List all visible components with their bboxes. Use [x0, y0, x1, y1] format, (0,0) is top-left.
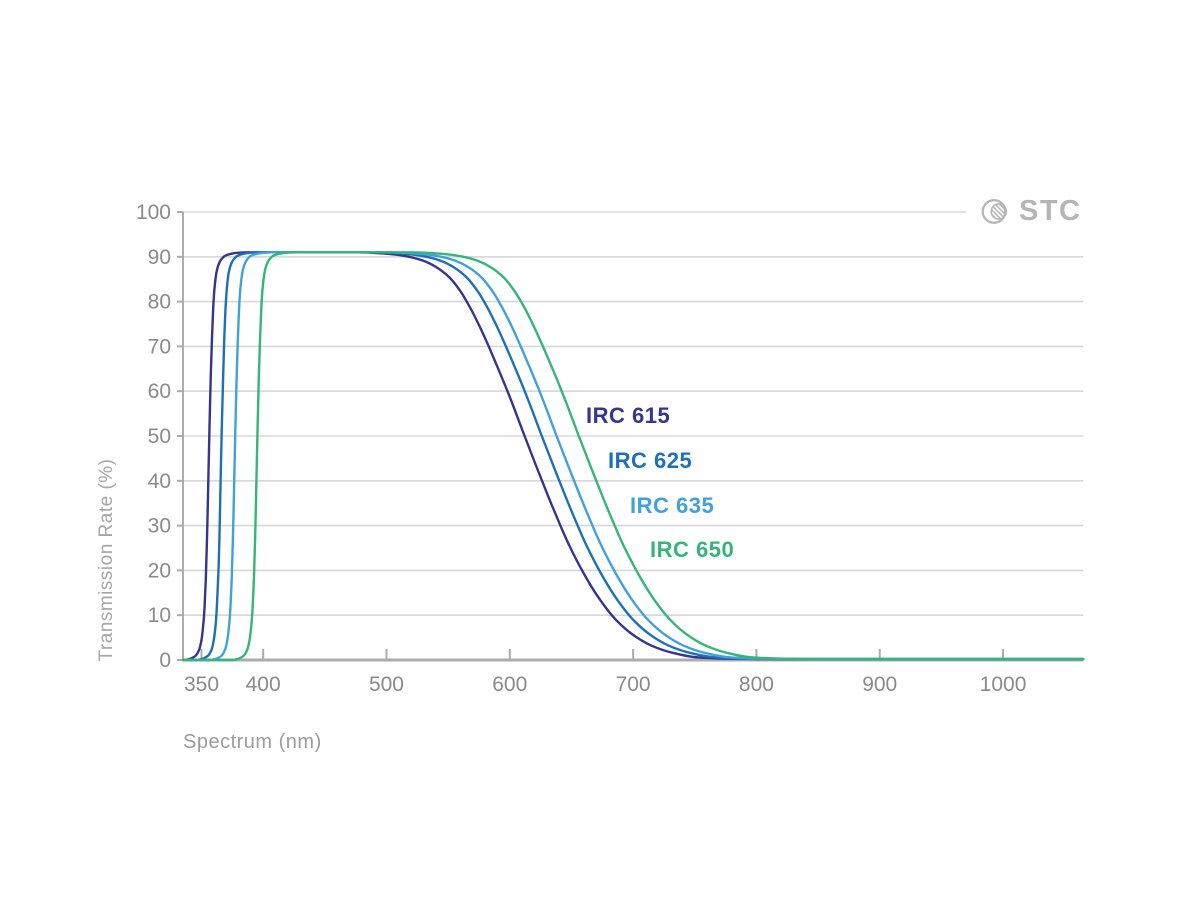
stc-logo-text: STC	[1019, 195, 1082, 227]
y-tick-label-30: 30	[148, 515, 171, 538]
y-tick-label-40: 40	[148, 470, 171, 493]
y-axis-title: Transmission Rate (%)	[96, 458, 117, 662]
x-tick-label-900: 900	[862, 673, 897, 696]
y-tick-label-70: 70	[148, 335, 171, 358]
x-tick-label-1000: 1000	[980, 673, 1027, 696]
y-tick-label-80: 80	[148, 291, 171, 314]
x-tick-label-350: 350	[184, 673, 219, 696]
curve-irc-650	[181, 251, 1085, 662]
curve-irc-625	[181, 251, 1085, 662]
y-tick-label-50: 50	[148, 425, 171, 448]
stc-lens-icon	[981, 199, 1008, 224]
y-tick-label-10: 10	[148, 604, 171, 627]
x-tick-label-400: 400	[246, 673, 281, 696]
x-axis-title: Spectrum (nm)	[183, 731, 322, 753]
curve-irc-615	[181, 251, 1085, 662]
x-tick-label-600: 600	[492, 673, 527, 696]
y-tick-label-90: 90	[148, 246, 171, 269]
x-tick-label-500: 500	[369, 673, 404, 696]
curve-irc-635	[181, 251, 1085, 662]
x-tick-label-700: 700	[616, 673, 651, 696]
x-tick-label-800: 800	[739, 673, 774, 696]
y-tick-label-60: 60	[148, 380, 171, 403]
y-tick-label-0: 0	[159, 649, 171, 672]
stc-logo: STC	[981, 196, 1082, 227]
y-tick-label-20: 20	[148, 559, 171, 582]
y-tick-label-100: 100	[136, 201, 171, 224]
